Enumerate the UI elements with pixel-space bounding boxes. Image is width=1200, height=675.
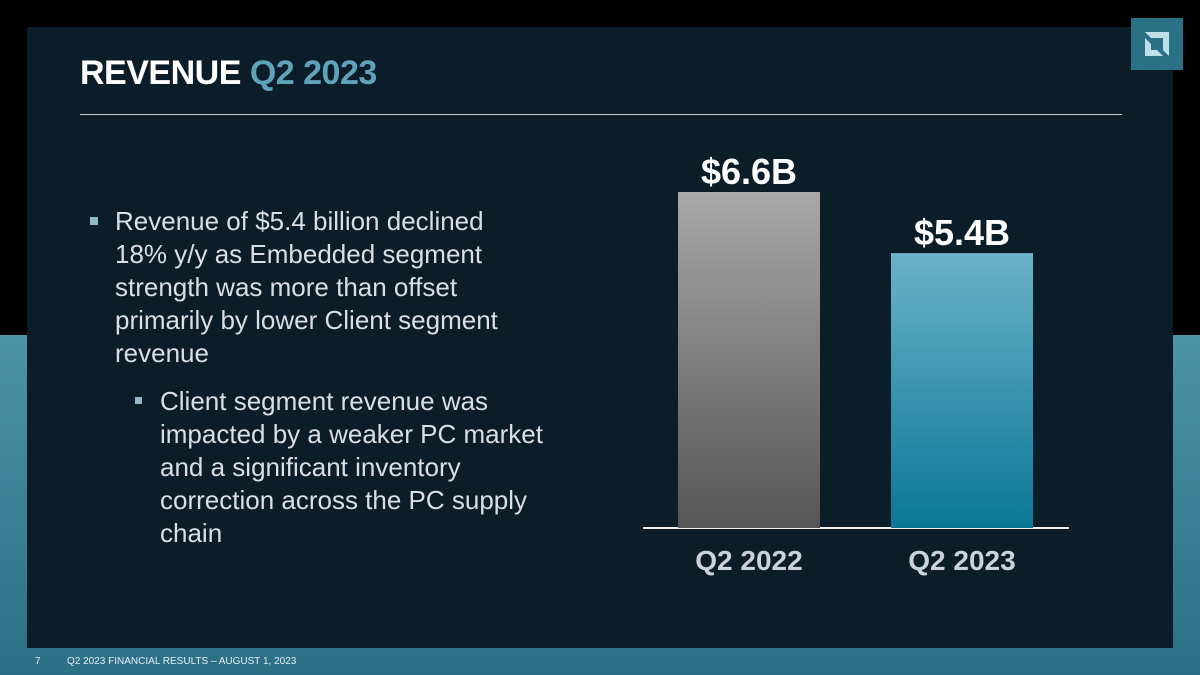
bar xyxy=(891,253,1033,528)
value-label: $5.4B xyxy=(914,212,1010,253)
slide-title: REVENUE Q2 2023 xyxy=(80,54,377,93)
title-text: REVENUE xyxy=(80,54,241,92)
logo xyxy=(1131,18,1183,70)
title-rule xyxy=(80,114,1122,115)
logo-icon xyxy=(1145,32,1169,56)
x-tick-label: Q2 2022 xyxy=(695,545,802,576)
x-tick-label: Q2 2023 xyxy=(908,545,1015,576)
footer: Q2 2023 FINANCIAL RESULTS – AUGUST 1, 20… xyxy=(67,656,297,667)
bullet: Revenue of $5.4 billion declined 18% y/y… xyxy=(90,205,525,370)
page-number: 7 xyxy=(35,656,41,667)
value-label: $6.6B xyxy=(701,151,797,192)
title-highlight: Q2 2023 xyxy=(249,54,377,92)
bar xyxy=(678,192,820,528)
sub-bullet: Client segment revenue was impacted by a… xyxy=(135,385,545,550)
